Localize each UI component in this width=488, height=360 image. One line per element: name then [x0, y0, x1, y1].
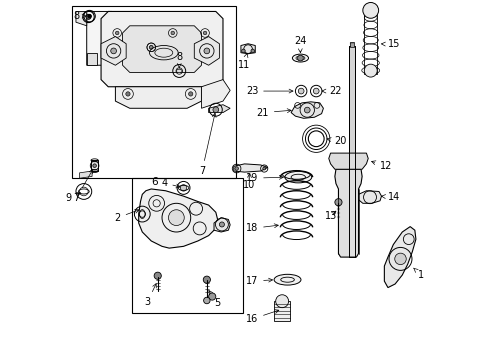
Polygon shape [139, 189, 217, 248]
Circle shape [154, 272, 161, 279]
Ellipse shape [292, 54, 308, 62]
Text: 21: 21 [256, 108, 290, 118]
Circle shape [149, 45, 153, 49]
Ellipse shape [176, 69, 182, 73]
Text: 15: 15 [381, 40, 400, 49]
Text: 11: 11 [237, 53, 249, 70]
Circle shape [250, 49, 254, 53]
Polygon shape [334, 169, 362, 257]
Text: 9: 9 [65, 193, 81, 203]
Polygon shape [101, 37, 126, 65]
Text: 10: 10 [242, 174, 254, 190]
Circle shape [298, 88, 304, 94]
Circle shape [125, 92, 130, 96]
Text: 2: 2 [114, 210, 139, 222]
Polygon shape [76, 12, 86, 26]
Bar [348, 45, 354, 257]
Polygon shape [358, 191, 381, 203]
Circle shape [275, 295, 288, 308]
Text: 24: 24 [293, 36, 305, 53]
Polygon shape [201, 80, 230, 108]
Circle shape [203, 297, 210, 304]
Text: 12: 12 [371, 161, 392, 171]
Polygon shape [214, 218, 230, 232]
Circle shape [241, 49, 244, 53]
Circle shape [180, 185, 186, 191]
Text: 23: 23 [245, 86, 292, 96]
Circle shape [219, 222, 224, 227]
Ellipse shape [274, 274, 301, 285]
Circle shape [203, 276, 210, 283]
Text: 3: 3 [144, 284, 156, 307]
Text: 8: 8 [73, 11, 86, 21]
Circle shape [334, 199, 341, 206]
Text: 7: 7 [73, 170, 93, 203]
Circle shape [262, 167, 265, 170]
Polygon shape [122, 26, 201, 72]
Circle shape [188, 92, 192, 96]
Text: 7: 7 [199, 113, 216, 176]
Circle shape [297, 55, 303, 61]
Text: 22: 22 [322, 86, 341, 96]
Polygon shape [86, 53, 97, 65]
Circle shape [93, 164, 96, 167]
Text: 20: 20 [326, 136, 346, 146]
Text: 18: 18 [245, 224, 278, 233]
Polygon shape [241, 44, 255, 54]
Circle shape [208, 293, 215, 300]
Circle shape [203, 31, 206, 35]
Circle shape [110, 48, 116, 54]
Polygon shape [290, 102, 323, 118]
Text: 19: 19 [245, 173, 283, 183]
Text: 1: 1 [413, 268, 424, 280]
Text: 13: 13 [324, 211, 336, 221]
Text: 16: 16 [245, 310, 278, 324]
Circle shape [212, 107, 218, 113]
Circle shape [168, 210, 184, 226]
Circle shape [115, 31, 119, 35]
Circle shape [364, 64, 376, 77]
Circle shape [203, 45, 206, 49]
Text: 5: 5 [208, 291, 220, 308]
Text: 14: 14 [381, 192, 399, 202]
Polygon shape [208, 105, 230, 113]
Circle shape [86, 14, 91, 19]
Polygon shape [86, 12, 129, 65]
Bar [72, 6, 235, 178]
Text: 8: 8 [176, 52, 182, 68]
Circle shape [171, 31, 174, 35]
Polygon shape [80, 171, 92, 178]
Bar [364, 6, 376, 74]
Polygon shape [101, 12, 223, 87]
Circle shape [149, 45, 153, 49]
Ellipse shape [285, 171, 311, 183]
Circle shape [88, 14, 91, 18]
Text: 4: 4 [161, 178, 180, 188]
Polygon shape [91, 160, 98, 171]
Text: 17: 17 [245, 276, 272, 286]
Circle shape [115, 45, 119, 49]
Polygon shape [194, 37, 219, 65]
Polygon shape [328, 153, 367, 169]
Circle shape [313, 88, 319, 94]
Polygon shape [384, 226, 415, 288]
Circle shape [394, 253, 406, 265]
Bar [274, 301, 289, 320]
Circle shape [203, 48, 209, 54]
Bar [131, 178, 242, 313]
Circle shape [234, 167, 238, 170]
Circle shape [304, 107, 309, 113]
Circle shape [362, 3, 378, 18]
Polygon shape [115, 87, 201, 108]
Bar [349, 42, 353, 47]
Text: 6: 6 [150, 177, 157, 187]
Polygon shape [233, 164, 267, 172]
